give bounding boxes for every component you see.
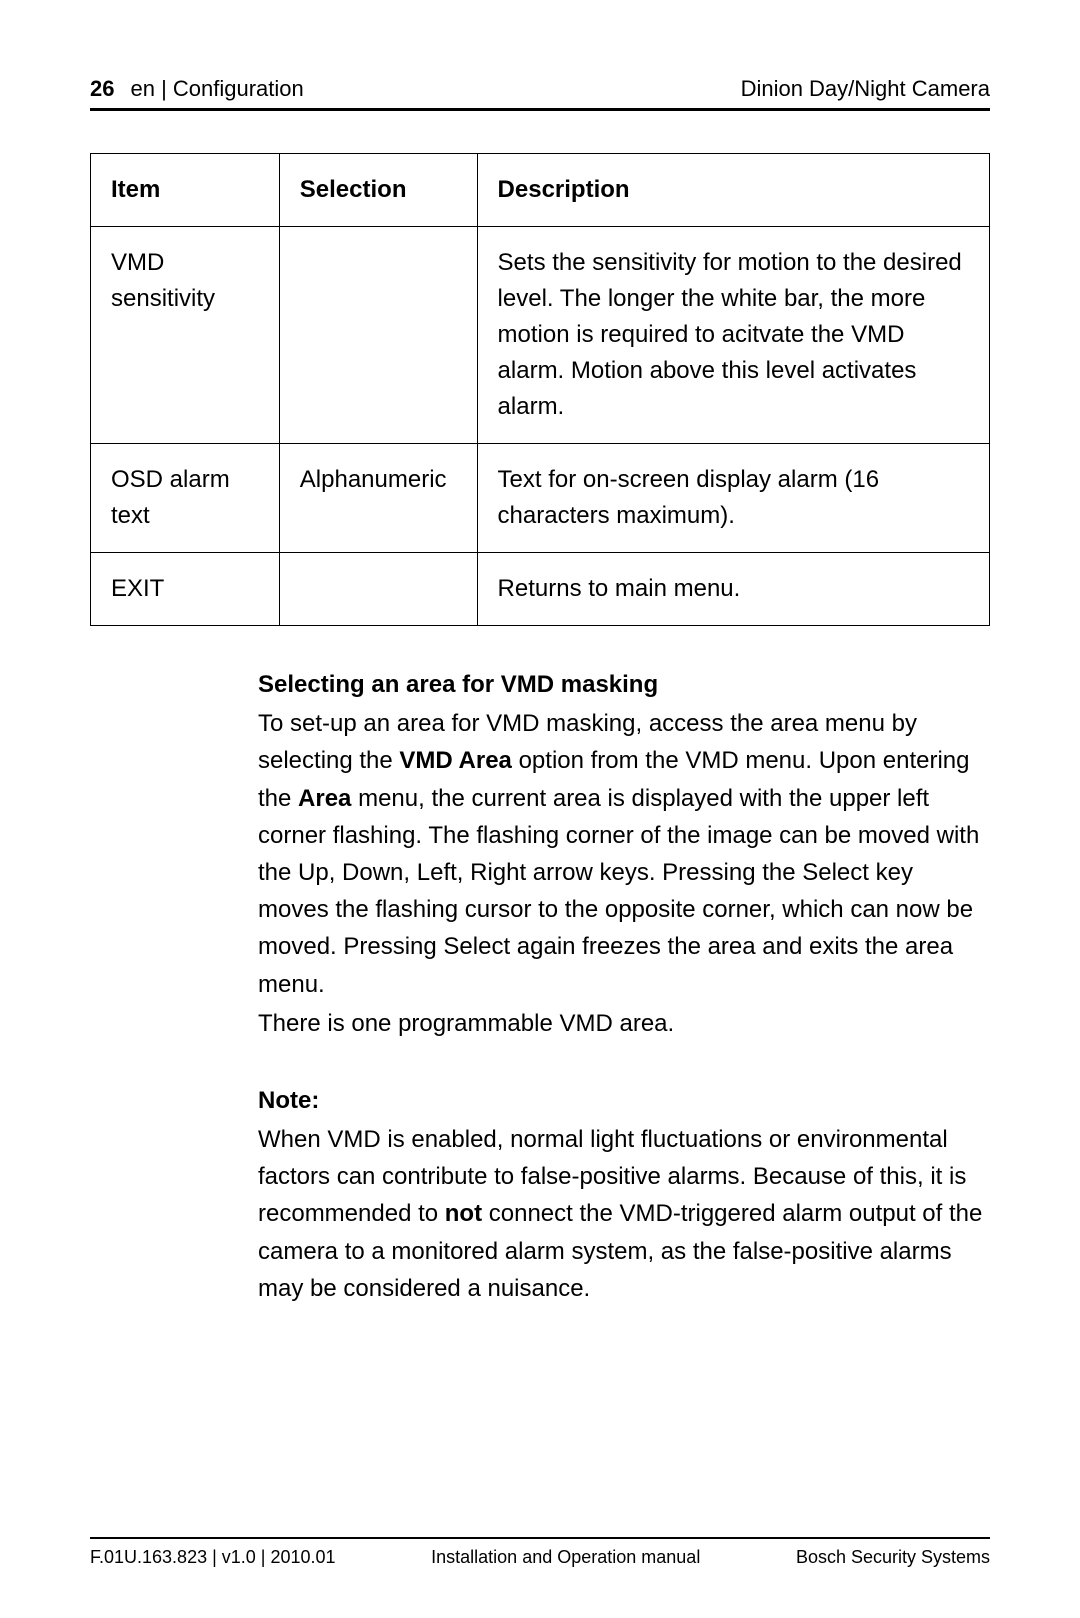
- th-selection: Selection: [279, 154, 477, 227]
- cell-description: Returns to main menu.: [477, 553, 989, 626]
- content-area: Item Selection Description VMD sensitivi…: [90, 153, 990, 1537]
- cell-description: Sets the sensitivity for motion to the d…: [477, 227, 989, 444]
- th-item: Item: [91, 154, 280, 227]
- cell-selection: [279, 553, 477, 626]
- table-header-row: Item Selection Description: [91, 154, 990, 227]
- page-header: 26 en | Configuration Dinion Day/Night C…: [90, 76, 990, 111]
- text-bold-area: Area: [298, 785, 351, 812]
- footer-doc-id: F.01U.163.823 | v1.0 | 2010.01: [90, 1547, 336, 1568]
- page-footer: F.01U.163.823 | v1.0 | 2010.01 Installat…: [90, 1537, 990, 1568]
- header-left: 26 en | Configuration: [90, 76, 304, 102]
- page-container: 26 en | Configuration Dinion Day/Night C…: [0, 0, 1080, 1618]
- footer-doc-title: Installation and Operation manual: [431, 1547, 700, 1568]
- page-number: 26: [90, 76, 114, 102]
- table-row: EXIT Returns to main menu.: [91, 553, 990, 626]
- table-row: VMD sensitivity Sets the sensitivity for…: [91, 227, 990, 444]
- config-table: Item Selection Description VMD sensitivi…: [90, 153, 990, 626]
- cell-item: OSD alarm text: [91, 444, 280, 553]
- paragraph-vmd-masking: To set-up an area for VMD masking, acces…: [258, 705, 990, 1003]
- table-row: OSD alarm text Alphanumeric Text for on-…: [91, 444, 990, 553]
- body-text: Selecting an area for VMD masking To set…: [258, 666, 990, 1307]
- product-name: Dinion Day/Night Camera: [741, 76, 990, 102]
- cell-item: VMD sensitivity: [91, 227, 280, 444]
- text-bold-vmd-area: VMD Area: [399, 747, 511, 774]
- cell-selection: Alphanumeric: [279, 444, 477, 553]
- footer-company: Bosch Security Systems: [796, 1547, 990, 1568]
- subheading-note: Note:: [258, 1082, 990, 1119]
- subheading-vmd-masking: Selecting an area for VMD masking: [258, 666, 990, 703]
- cell-selection: [279, 227, 477, 444]
- paragraph-vmd-area-count: There is one programmable VMD area.: [258, 1005, 990, 1042]
- text-bold-not: not: [445, 1200, 482, 1227]
- th-description: Description: [477, 154, 989, 227]
- section-label: en | Configuration: [130, 76, 303, 102]
- cell-item: EXIT: [91, 553, 280, 626]
- cell-description: Text for on-screen display alarm (16 cha…: [477, 444, 989, 553]
- text-fragment: menu, the current area is displayed with…: [258, 785, 979, 998]
- paragraph-note: When VMD is enabled, normal light fluctu…: [258, 1121, 990, 1307]
